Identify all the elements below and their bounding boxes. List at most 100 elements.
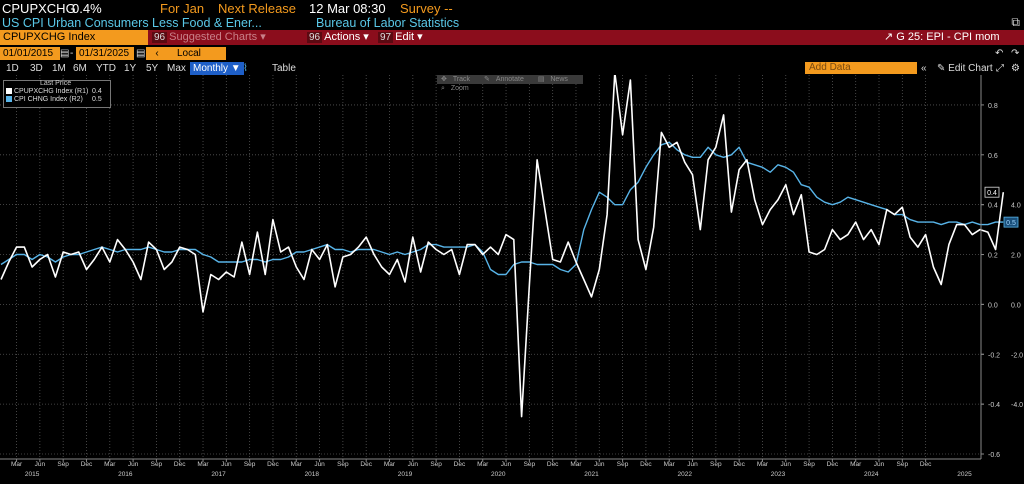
range-3d[interactable]: 3D: [30, 63, 43, 74]
index-field[interactable]: CPUPXCHG Index: [0, 30, 148, 45]
collapse-icon[interactable]: «: [921, 63, 927, 74]
calendar-icon[interactable]: ▤: [136, 48, 146, 59]
series-line-cpi-chng: [0, 141, 1004, 276]
x-tick-label: Dec: [640, 461, 652, 468]
axis-r2-label: 2.0: [1011, 253, 1021, 260]
range-1y[interactable]: 1Y: [124, 63, 137, 74]
x-tick-label: Jun: [781, 461, 792, 468]
x-year-label: 2015: [25, 471, 40, 478]
x-year-label: 2019: [398, 471, 413, 478]
series-lines: [0, 75, 1005, 418]
chart-title[interactable]: ↗ G 25: EPI - CPI mom: [884, 31, 1000, 43]
tool-annotate[interactable]: ✎ Annotate: [484, 76, 524, 83]
edit-menu[interactable]: 97 Edit ▾: [378, 31, 423, 43]
ticker-symbol[interactable]: CPUPXCHG: [2, 1, 76, 16]
range-1m[interactable]: 1M: [52, 63, 66, 74]
x-tick-label: Sep: [524, 461, 536, 468]
x-tick-label: Dec: [174, 461, 186, 468]
range-6m[interactable]: 6M: [73, 63, 87, 74]
range-ytd[interactable]: YTD: [96, 63, 116, 74]
edit-chart-button[interactable]: ✎ Edit Chart: [937, 63, 993, 74]
legend-item[interactable]: CPI CHNG Index (R2): [6, 96, 83, 103]
x-year-label: 2024: [864, 471, 879, 478]
external-link-icon: ↗: [884, 31, 894, 43]
plot-tools: ✥ Track ✎ Annotate ▤ News ⌕ Zoom: [437, 75, 583, 92]
x-year-label: 2025: [957, 471, 972, 478]
last-value-tag: [984, 186, 1000, 198]
x-tick-label: Mar: [757, 461, 769, 468]
next-period-button[interactable]: [168, 47, 174, 60]
tool-track[interactable]: ✥ Track: [441, 76, 471, 83]
line-chart-icon[interactable]: ⌇: [243, 63, 248, 74]
x-tick-label: Jun: [221, 461, 232, 468]
x-tick-label: Mar: [197, 461, 209, 468]
screenshot-icon[interactable]: ⧉: [1011, 15, 1020, 29]
axis-r2-label: -4.0: [1011, 402, 1023, 409]
undo-icon[interactable]: ↶: [995, 48, 1004, 59]
x-tick-label: Sep: [617, 461, 629, 468]
x-year-label: 2020: [491, 471, 506, 478]
last-value-tag-text: 0.5: [1006, 220, 1016, 227]
chart-area[interactable]: 0.8 0.6 0.4 0.2 0.0 -0.2 -0.4 -0.6 4.0 2.0 0.0 -2.…: [0, 75, 1024, 484]
actions-menu[interactable]: 96 Actions ▾: [307, 31, 369, 43]
last-value: 0.4%: [72, 1, 102, 16]
legend-value: 0.5: [92, 96, 102, 103]
range-1d[interactable]: 1D: [6, 63, 19, 74]
end-date-field[interactable]: 01/31/2025: [76, 47, 134, 60]
last-value-tag: [1003, 216, 1019, 228]
range-max[interactable]: Max: [167, 63, 186, 74]
axis-r1-label: -0.6: [988, 452, 1000, 459]
table-button[interactable]: Table: [272, 63, 296, 74]
x-tick-label: Dec: [81, 461, 93, 468]
axis-r1-label: 0.6: [988, 153, 998, 160]
redo-icon[interactable]: ↷: [1011, 48, 1020, 59]
gear-icon[interactable]: ⚙: [1011, 63, 1020, 74]
x-tick-label: Dec: [267, 461, 279, 468]
x-tick-label: Sep: [337, 461, 349, 468]
date-controls: 01/01/2015 ▤ - 01/31/2025 ▤ ‹ Local CCY …: [0, 47, 1024, 72]
x-tick-label: Sep: [151, 461, 163, 468]
axis-r1-label: -0.2: [988, 352, 1000, 359]
frequency-select[interactable]: Monthly ▼: [190, 62, 244, 75]
x-tick-label: Jun: [594, 461, 605, 468]
suggested-charts-menu[interactable]: 96 Suggested Charts ▾: [152, 31, 266, 43]
x-tick-label: Mar: [11, 461, 23, 468]
range-5y[interactable]: 5Y: [146, 63, 159, 74]
add-data-field[interactable]: Add Data: [805, 62, 917, 74]
x-axis: Mar Jun Sep Dec Mar Jun Sep Dec Mar Jun Sep Dec Mar J…: [0, 458, 981, 478]
legend-header: Last Price: [40, 80, 72, 87]
x-tick-label: Mar: [664, 461, 676, 468]
axis-r1-label: 0.0: [988, 302, 998, 309]
last-value-tags: 0.4 0.5: [984, 186, 1019, 228]
tool-zoom[interactable]: ⌕ Zoom: [441, 85, 469, 92]
x-year-label: 2023: [771, 471, 786, 478]
x-tick-label: Mar: [570, 461, 582, 468]
right-axis-r2: 4.0 2.0 0.0 -2.0 -4.0: [981, 203, 1023, 409]
expand-icon[interactable]: ⤢: [996, 63, 1004, 74]
legend-item[interactable]: CPUPXCHG Index (R1): [6, 88, 88, 95]
right-axis-r1: 0.8 0.6 0.4 0.2 0.0 -0.2 -0.4 -0.6: [981, 103, 1000, 459]
x-tick-label: Dec: [454, 461, 466, 468]
axis-r2-label: -2.0: [1011, 352, 1023, 359]
calendar-icon[interactable]: ▤: [60, 48, 70, 59]
tool-news[interactable]: ▤ News: [537, 76, 568, 83]
legend: Last Price CPUPXCHG Index (R1) 0.4 CPI C…: [3, 80, 111, 108]
x-year-label: 2021: [584, 471, 599, 478]
currency-select[interactable]: Local CCY: [174, 47, 226, 72]
plot-background: [0, 75, 981, 459]
series-line-cpupxchg: [0, 75, 1005, 418]
last-value-tag-text: 0.4: [987, 190, 997, 197]
x-tick-label: Dec: [360, 461, 372, 468]
start-date-field[interactable]: 01/01/2015: [0, 47, 60, 60]
prev-period-button[interactable]: ‹: [146, 47, 168, 60]
x-tick-label: Jun: [128, 461, 139, 468]
axis-r1-label: 0.2: [988, 253, 998, 260]
chevron-down-icon: ▾: [417, 31, 423, 43]
x-tick-label: Sep: [710, 461, 722, 468]
x-year-label: 2018: [305, 471, 320, 478]
chevron-down-icon: ▾: [363, 31, 369, 43]
legend-value: 0.4: [92, 88, 102, 95]
x-tick-label: Mar: [384, 461, 396, 468]
axis-r2-label: 0.0: [1011, 302, 1021, 309]
x-year-label: 2016: [118, 471, 133, 478]
